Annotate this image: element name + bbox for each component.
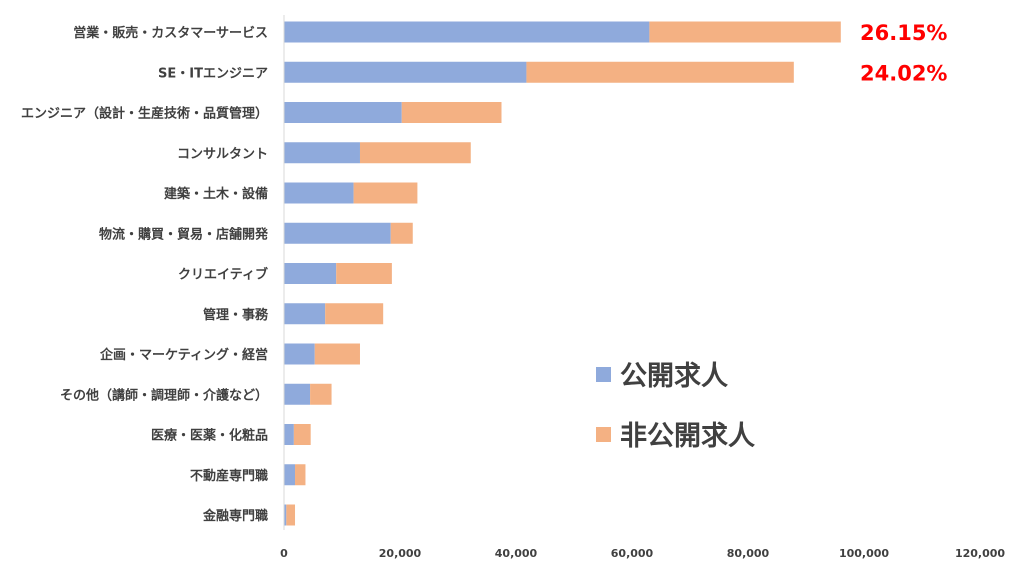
category-label: 物流・購買・貿易・店舗開発 bbox=[99, 226, 269, 242]
bar-public-5 bbox=[284, 222, 391, 244]
bar-nonpublic-0 bbox=[649, 21, 841, 43]
bar-public-10 bbox=[284, 424, 294, 445]
category-labels: 営業・販売・カスタマーサービス SE・ITエンジニアエンジニア（設計・生産技術・品… bbox=[21, 25, 269, 524]
bar-public-2 bbox=[284, 102, 402, 123]
legend-label: 非公開求人 bbox=[620, 421, 755, 452]
category-label: 医療・医薬・化粧品 bbox=[151, 428, 268, 444]
bar-public-3 bbox=[284, 142, 360, 164]
category-label: クリエイティブ bbox=[178, 267, 268, 283]
bar-nonpublic-8 bbox=[314, 343, 360, 365]
bar-nonpublic-2 bbox=[401, 102, 502, 123]
percentage-annotation: 26.15% bbox=[860, 21, 947, 45]
bar-public-12 bbox=[284, 504, 287, 526]
bars-layer bbox=[284, 21, 841, 526]
bar-nonpublic-7 bbox=[325, 303, 384, 325]
x-tick-label: 20,000 bbox=[379, 547, 422, 560]
bar-public-8 bbox=[284, 343, 315, 365]
bar-nonpublic-11 bbox=[295, 464, 306, 486]
bar-nonpublic-4 bbox=[353, 182, 418, 204]
bar-nonpublic-6 bbox=[336, 263, 392, 284]
bar-public-0 bbox=[284, 21, 650, 43]
category-label: エンジニア（設計・生産技術・品質管理） bbox=[21, 106, 268, 122]
bar-nonpublic-10 bbox=[293, 424, 311, 445]
x-tick-label: 60,000 bbox=[611, 547, 654, 560]
category-label: 不動産専門職 bbox=[190, 468, 268, 484]
x-tick-label: 120,000 bbox=[955, 547, 1005, 560]
category-label: その他（講師・調理師・介護など） bbox=[60, 387, 268, 403]
percentage-annotations: 26.15% 24.02% bbox=[860, 21, 947, 85]
bar-public-4 bbox=[284, 182, 354, 204]
legend-label: 公開求人 bbox=[620, 361, 728, 392]
x-tick-label: 100,000 bbox=[839, 547, 889, 560]
category-label: 管理・事務 bbox=[203, 307, 269, 323]
bar-public-1 bbox=[284, 61, 527, 83]
category-label: コンサルタント bbox=[177, 147, 268, 162]
x-tick-label: 0 bbox=[280, 547, 288, 560]
bar-nonpublic-5 bbox=[390, 222, 413, 244]
bar-public-11 bbox=[284, 464, 296, 486]
x-tick-labels: 0 20,000 40,000 60,000 80,000 100,000 120,000 bbox=[280, 547, 1005, 560]
bar-nonpublic-12 bbox=[286, 504, 296, 526]
category-label: 金融専門職 bbox=[202, 508, 268, 524]
percentage-annotation: 24.02% bbox=[860, 61, 947, 85]
bar-public-6 bbox=[284, 263, 337, 284]
bar-nonpublic-3 bbox=[359, 142, 471, 164]
category-label: 建築・土木・設備 bbox=[164, 186, 268, 202]
category-label: SE・ITエンジニア bbox=[158, 66, 268, 81]
bar-nonpublic-1 bbox=[526, 61, 794, 83]
bar-public-9 bbox=[284, 383, 311, 405]
category-label: 企画・マーケティング・経営 bbox=[99, 347, 268, 363]
legend-swatch bbox=[596, 427, 611, 442]
category-label: 営業・販売・カスタマーサービス bbox=[73, 25, 268, 41]
x-tick-label: 40,000 bbox=[495, 547, 538, 560]
legend-swatch bbox=[596, 367, 611, 382]
bar-public-7 bbox=[284, 303, 326, 325]
x-tick-label: 80,000 bbox=[727, 547, 770, 560]
bar-nonpublic-9 bbox=[310, 383, 332, 405]
